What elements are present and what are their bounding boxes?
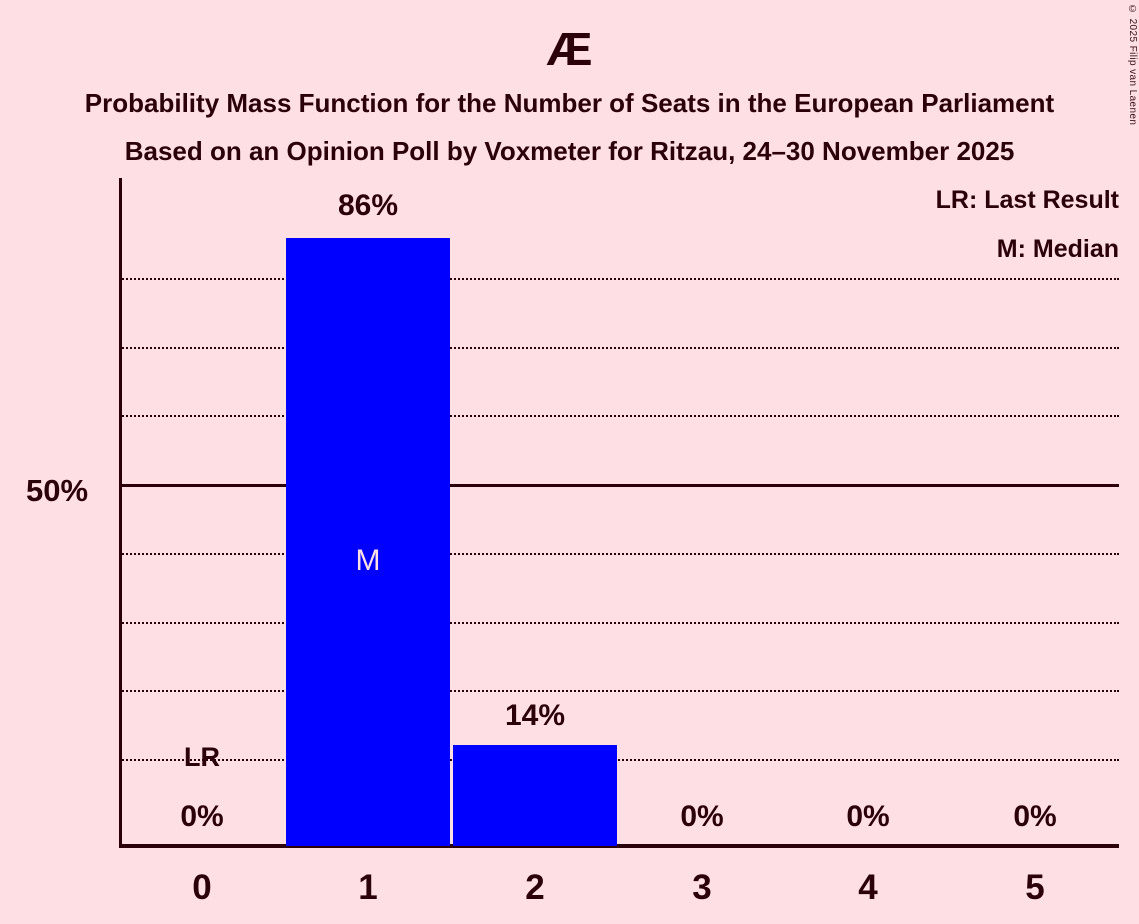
gridline-40: [119, 553, 1119, 555]
x-axis-tick-4: 4: [858, 868, 878, 907]
x-axis-tick-2: 2: [525, 868, 545, 907]
median-marker: M: [355, 544, 381, 577]
gridline-50-major: [119, 484, 1119, 487]
x-axis-line: [119, 844, 1119, 848]
value-label-seats-4: 0%: [846, 800, 890, 833]
x-axis-tick-1: 1: [358, 868, 378, 907]
bar-seats-2[interactable]: [453, 745, 617, 846]
page-title: Æ: [546, 23, 593, 75]
chart-subtitle: Probability Mass Function for the Number…: [84, 88, 1055, 118]
legend-last-result: LR: Last Result: [935, 186, 1119, 214]
value-label-seats-3: 0%: [680, 800, 724, 833]
last-result-marker: LR: [184, 742, 220, 772]
value-label-seats-1: 86%: [337, 189, 399, 222]
gridline-10: [119, 759, 1119, 761]
chart-source-subtitle: Based on an Opinion Poll by Voxmeter for…: [124, 136, 1015, 166]
x-axis-tick-0: 0: [192, 868, 212, 907]
gridline-80: [119, 347, 1119, 349]
x-axis-tick-3: 3: [692, 868, 712, 907]
bar-seats-1[interactable]: M: [286, 238, 450, 846]
legend-median: M: Median: [996, 235, 1119, 263]
x-axis-tick-5: 5: [1025, 868, 1045, 907]
gridline-20: [119, 690, 1119, 692]
y-axis-tick-label-50: 50%: [26, 473, 89, 508]
value-label-seats-2: 14%: [504, 699, 566, 732]
gridline-30: [119, 622, 1119, 624]
gridline-70: [119, 415, 1119, 417]
y-axis-line: [119, 178, 122, 848]
value-label-seats-5: 0%: [1013, 800, 1057, 833]
value-label-seats-0: 0%: [180, 800, 224, 833]
gridline-90: [119, 278, 1119, 280]
plot-area: M: [119, 178, 1119, 848]
copyright-notice: © 2025 Filip van Laenen: [1127, 4, 1138, 126]
